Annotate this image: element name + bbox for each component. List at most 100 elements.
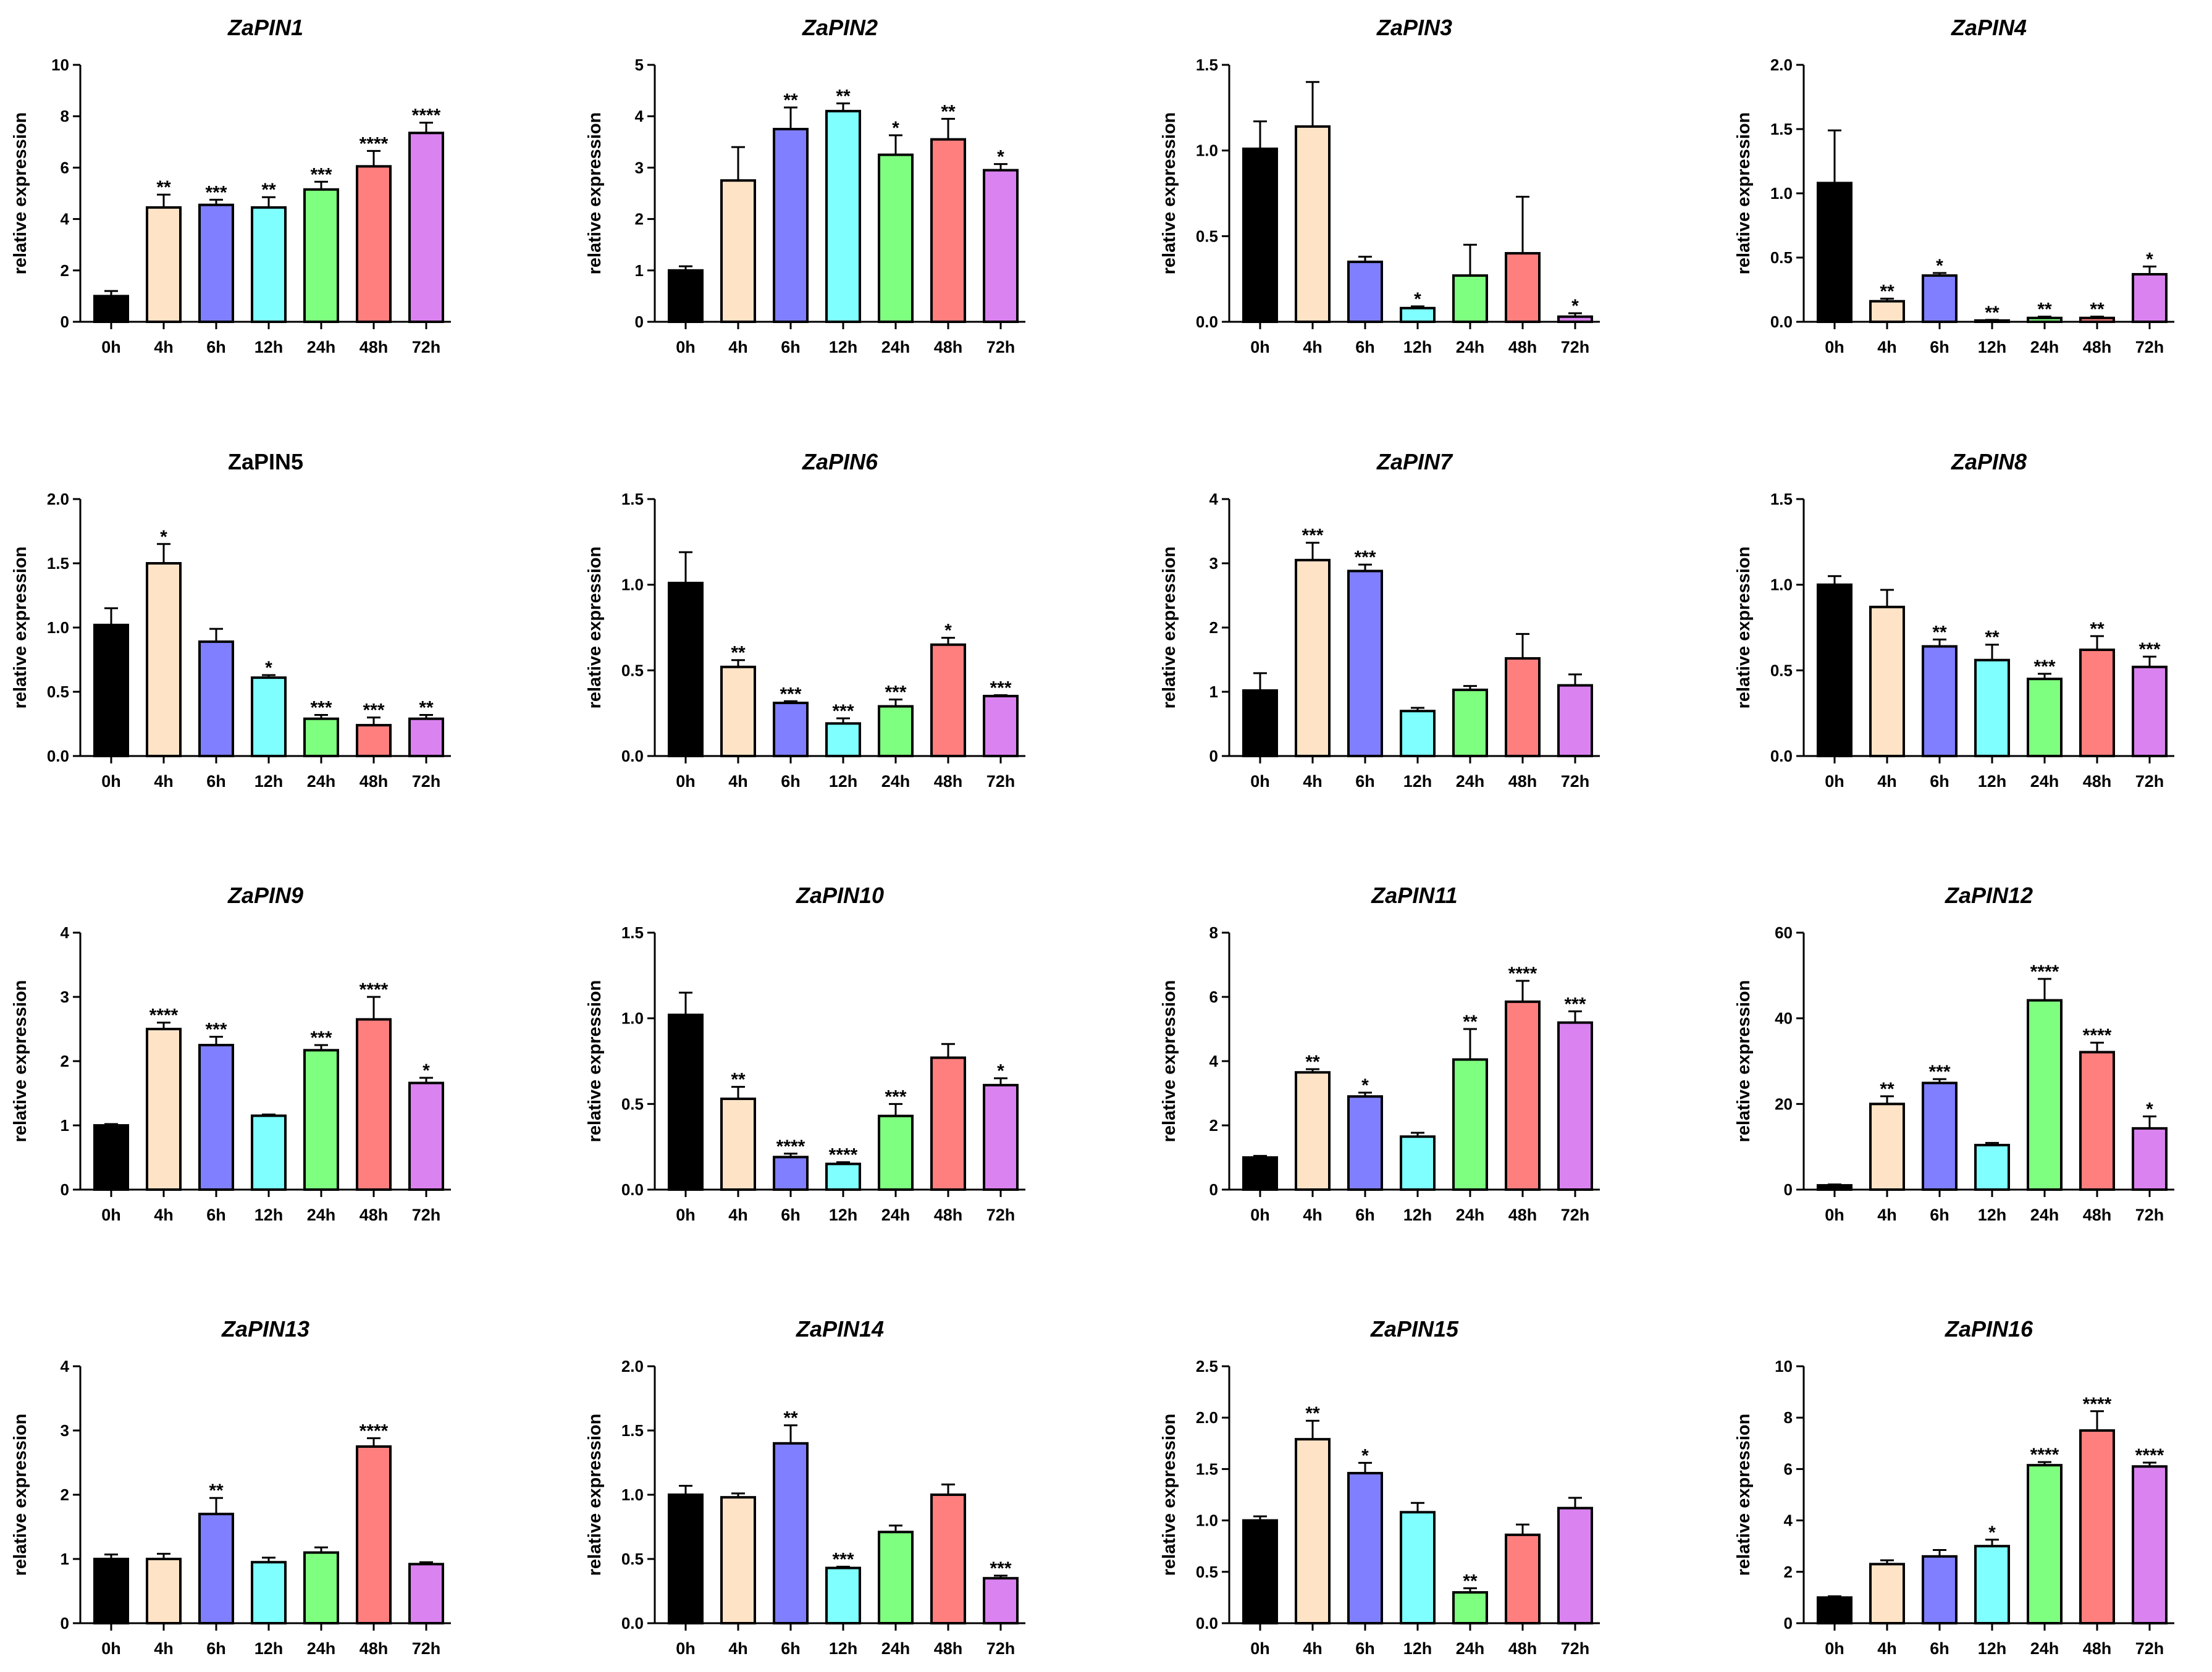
y-tick-label: 1.0 bbox=[621, 1485, 644, 1504]
x-tick-label: 48h bbox=[934, 1639, 963, 1658]
significance-label: **** bbox=[412, 106, 441, 126]
significance-label: ** bbox=[783, 90, 798, 111]
bar-72h bbox=[2132, 665, 2168, 757]
bar-6h bbox=[1922, 274, 1958, 323]
significance-label: ** bbox=[2090, 619, 2105, 639]
x-tick-label: 72h bbox=[2135, 772, 2164, 791]
y-tick-label: 1 bbox=[635, 261, 644, 280]
x-tick-label: 12h bbox=[829, 338, 858, 356]
x-tick-label: 12h bbox=[254, 1639, 284, 1658]
bar-24h bbox=[303, 1551, 339, 1625]
chart-title: ZaPIN4 bbox=[1951, 15, 2027, 40]
y-tick-label: 1.5 bbox=[621, 490, 644, 508]
significance-label: ** bbox=[2090, 300, 2105, 320]
bar-12h bbox=[825, 1162, 861, 1191]
significance-label: **** bbox=[2083, 1394, 2112, 1414]
bar-4h bbox=[1295, 1438, 1331, 1625]
bar-48h bbox=[930, 138, 966, 323]
significance-label: **** bbox=[2083, 1025, 2112, 1046]
x-tick-label: 0h bbox=[101, 1639, 121, 1658]
y-axis-label: relative expression bbox=[1159, 1414, 1179, 1576]
significance-label: * bbox=[997, 1061, 1004, 1082]
bar-12h bbox=[1974, 1143, 2010, 1191]
bar-4h bbox=[720, 665, 756, 757]
bar-6h bbox=[198, 1044, 234, 1191]
bar-12h bbox=[1974, 658, 2010, 758]
x-tick-label: 6h bbox=[1355, 1639, 1375, 1658]
bar-12h bbox=[825, 109, 861, 323]
x-tick-label: 12h bbox=[1403, 1206, 1432, 1224]
x-tick-label: 72h bbox=[1561, 772, 1590, 791]
x-tick-label: 72h bbox=[986, 772, 1016, 791]
y-tick-label: 8 bbox=[1784, 1408, 1793, 1427]
bar-12h bbox=[251, 206, 287, 323]
x-tick-label: 48h bbox=[360, 1639, 389, 1658]
x-tick-label: 6h bbox=[781, 772, 801, 791]
y-tick-label: 0.5 bbox=[47, 683, 69, 701]
x-tick-label: 12h bbox=[1978, 338, 2007, 356]
x-tick-label: 6h bbox=[206, 1639, 226, 1658]
y-tick-label: 1.0 bbox=[621, 576, 644, 594]
significance-label: *** bbox=[990, 678, 1011, 699]
y-tick-label: 0.5 bbox=[1770, 248, 1793, 267]
bar-12h bbox=[825, 722, 861, 757]
chart-title: ZaPIN9 bbox=[227, 883, 303, 908]
y-tick-label: 10 bbox=[1775, 1357, 1793, 1376]
chart-zapin4: ZaPIN4 relative expression 0.0 0.5 1.0 1.5 2.0… bbox=[1734, 15, 2174, 356]
significance-label: *** bbox=[310, 697, 332, 718]
x-tick-label: 0h bbox=[1825, 338, 1844, 356]
chart-zapin11: ZaPIN11 relative expression 0 2 4 6 8 0h 4h ** 6h *… bbox=[1159, 883, 1600, 1224]
x-tick-label: 12h bbox=[1403, 772, 1432, 791]
x-tick-label: 24h bbox=[881, 772, 910, 791]
y-tick-label: 1.0 bbox=[621, 1009, 644, 1028]
x-tick-label: 6h bbox=[206, 338, 226, 356]
y-tick-label: 4 bbox=[635, 107, 644, 125]
chart-zapin14: ZaPIN14 relative expression 0.0 0.5 1.0 1.5 2.… bbox=[585, 1316, 1025, 1658]
bar-24h bbox=[878, 1531, 914, 1625]
x-tick-label: 48h bbox=[2083, 772, 2112, 791]
bar-24h bbox=[1452, 1591, 1488, 1625]
bar-72h bbox=[1557, 684, 1593, 757]
bar-72h bbox=[408, 1563, 444, 1625]
x-tick-label: 4h bbox=[154, 1206, 174, 1224]
x-tick-label: 48h bbox=[1508, 772, 1537, 791]
significance-label: ** bbox=[1985, 628, 2000, 648]
y-tick-label: 2 bbox=[61, 1485, 69, 1504]
bar-12h bbox=[251, 1561, 287, 1624]
bar-24h bbox=[878, 705, 914, 758]
bar-0h bbox=[1242, 1156, 1278, 1191]
y-tick-label: 0.5 bbox=[1770, 661, 1793, 679]
bar-6h bbox=[198, 640, 234, 757]
x-tick-label: 4h bbox=[154, 1639, 174, 1658]
significance-label: **** bbox=[360, 133, 389, 154]
x-tick-label: 24h bbox=[2030, 1206, 2059, 1224]
bar-0h bbox=[93, 1124, 129, 1191]
y-tick-label: 0.0 bbox=[621, 747, 644, 765]
significance-label: **** bbox=[360, 980, 389, 1000]
x-tick-label: 72h bbox=[412, 1206, 441, 1224]
bar-0h bbox=[1242, 1519, 1278, 1625]
y-tick-label: 8 bbox=[61, 107, 69, 125]
y-tick-label: 1.5 bbox=[47, 554, 69, 573]
bar-4h bbox=[146, 562, 182, 757]
bar-6h bbox=[773, 1442, 809, 1625]
x-tick-label: 0h bbox=[101, 772, 121, 791]
bar-48h bbox=[1505, 1000, 1541, 1191]
x-tick-label: 4h bbox=[728, 772, 748, 791]
x-tick-label: 72h bbox=[2135, 1206, 2164, 1224]
y-tick-label: 40 bbox=[1775, 1009, 1793, 1028]
bar-48h bbox=[930, 643, 966, 757]
significance-label: **** bbox=[1508, 964, 1537, 984]
significance-label: *** bbox=[1354, 547, 1376, 568]
x-tick-label: 6h bbox=[1930, 1206, 1949, 1224]
bar-6h bbox=[198, 203, 234, 323]
significance-label: * bbox=[2146, 250, 2153, 270]
significance-label: * bbox=[997, 147, 1004, 167]
bar-0h bbox=[668, 269, 704, 323]
bar-0h bbox=[1817, 182, 1852, 323]
bar-48h bbox=[1505, 657, 1541, 758]
bar-24h bbox=[2027, 678, 2063, 757]
bar-72h bbox=[983, 694, 1019, 758]
y-tick-label: 0.0 bbox=[1770, 747, 1793, 765]
